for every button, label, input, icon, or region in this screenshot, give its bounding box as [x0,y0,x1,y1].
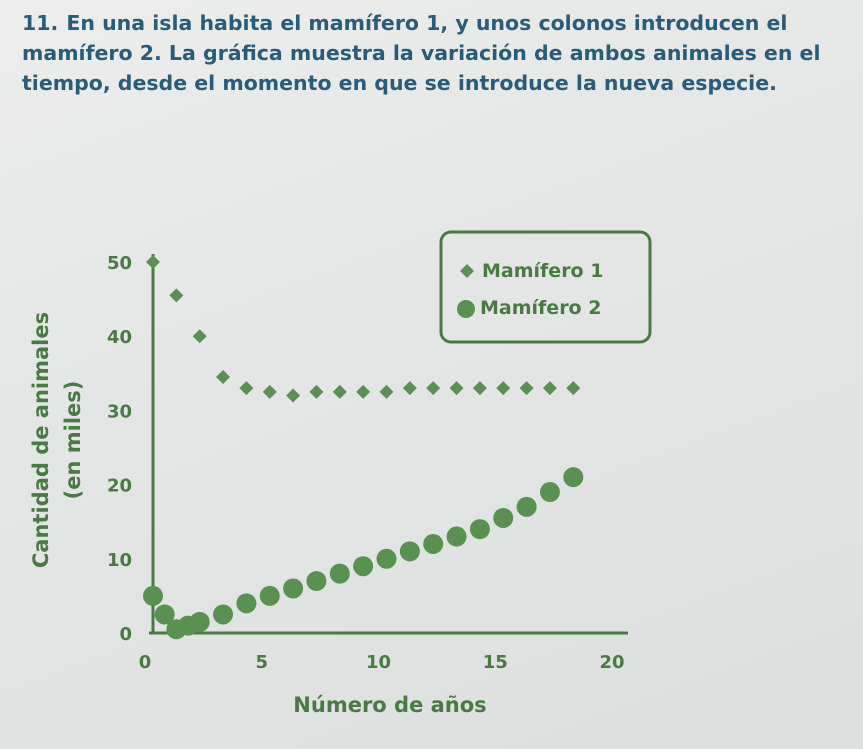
series-1-point [379,384,394,399]
series-1-point [262,384,277,399]
y-tick-labels: 0 10 20 30 40 50 [107,253,132,645]
series-2-point [469,519,490,540]
series-2-point [493,507,514,528]
y-tick-label: 30 [107,401,132,422]
series-2-point [306,571,327,592]
x-tick-label: 15 [483,652,508,673]
series-1-point [449,381,464,396]
series-2-point [353,556,374,577]
series-1-point [192,329,207,344]
series-2-point [213,604,234,625]
series-2-point [259,585,280,606]
legend-label-mamifero-1: Mamífero 1 [482,260,603,282]
x-tick-label: 10 [366,652,391,673]
series-1-point [426,381,441,396]
x-tick-labels: 0 5 10 15 20 [139,652,625,673]
legend-circle-shape [457,300,475,318]
legend-diamond-shape [460,264,474,278]
series-2-point [143,585,163,606]
chart-legend: Mamífero 1 Mamífero 2 [439,230,652,344]
problem-line-3: tiempo, desde el momento en que se intro… [22,71,777,95]
series-1-point [472,381,487,396]
chart-axes [149,254,628,635]
x-axis-label: Número de años [293,693,486,717]
series-2-point [154,604,175,625]
series-1-point [566,381,581,396]
series-1-point [332,384,347,399]
series-1-point [309,384,324,399]
series-2-point [539,482,560,503]
series-2-point [446,526,467,547]
series-1-point [286,388,301,403]
problem-line-1: 11. En una isla habita el mamífero 1, y u… [22,11,788,35]
series-1-point [496,381,511,396]
legend-diamond-icon [460,264,474,278]
y-axis-label-units: (en miles) [61,381,85,500]
y-tick-label: 40 [107,327,132,348]
x-tick-label: 20 [599,652,624,673]
series-2-point [236,593,257,614]
series-2-point [423,533,444,554]
series-1-point [519,381,534,396]
series-2-point [563,467,584,488]
series-1-point [169,288,184,303]
series-2-point [399,541,420,562]
y-tick-label: 10 [107,550,132,571]
series-2-point [283,578,304,599]
series-1-point [146,255,160,269]
series-1-point [239,381,254,396]
legend-label-mamifero-2: Mamífero 2 [480,297,601,319]
series-2-point [376,548,397,569]
series-2-point [329,563,350,584]
series-mamifero-2 [143,467,584,640]
y-tick-label: 50 [107,253,132,274]
legend-box [439,230,652,344]
series-2-point [189,611,210,632]
series-1-point [356,384,371,399]
series-1-point [402,381,417,396]
series-mamifero-1 [146,255,581,403]
legend-circle-icon [457,300,475,318]
x-tick-label: 0 [139,652,152,673]
series-1-point [216,370,231,385]
y-tick-label: 20 [107,476,132,497]
problem-statement: 11. En una isla habita el mamífero 1, y u… [22,8,852,98]
problem-line-2: mamífero 2. La gráfica muestra la variac… [22,41,821,65]
problem-number: 11. [22,11,59,35]
y-axis-label: Cantidad de animales [29,312,53,568]
series-1-point [542,381,557,396]
series-2-point [516,496,537,517]
y-tick-label: 0 [119,624,132,645]
x-tick-label: 5 [255,652,268,673]
